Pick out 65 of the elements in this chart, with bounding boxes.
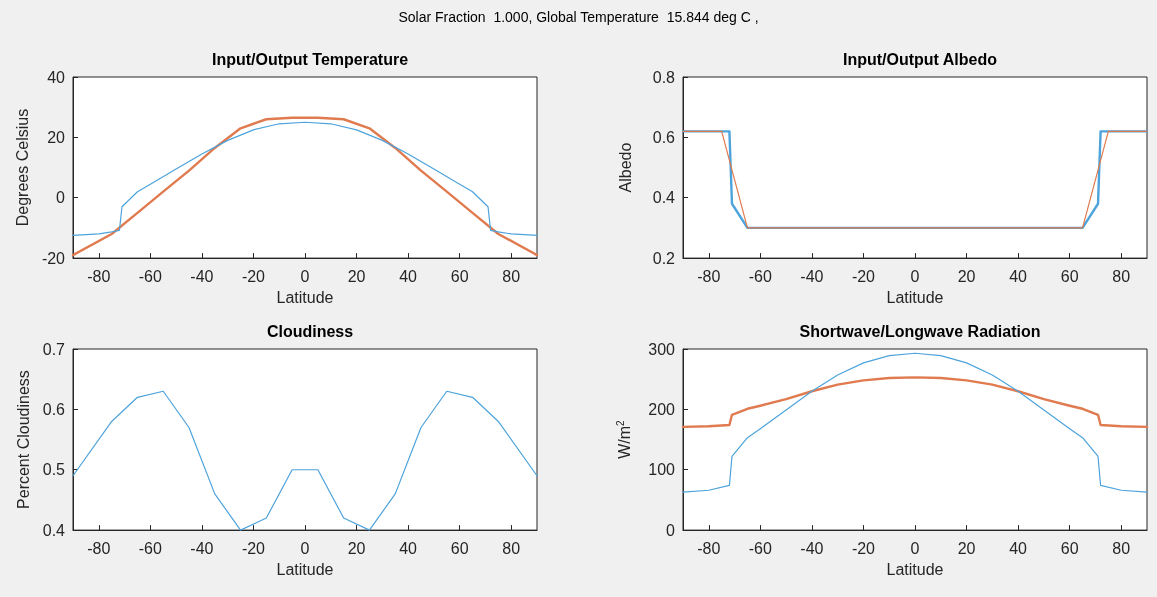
x-tick-label: 20 bbox=[957, 539, 976, 557]
x-tick-label: 80 bbox=[502, 539, 521, 557]
x-axis-title: Latitude bbox=[276, 288, 334, 306]
x-tick-label: -40 bbox=[190, 539, 214, 557]
x-tick-label: 20 bbox=[347, 539, 366, 557]
y-tick-label: 40 bbox=[47, 68, 66, 86]
text: Solar Fraction 1.000, Global Temperature 15.844 deg C , bbox=[397, 9, 760, 25]
x-tick-label: 0 bbox=[910, 267, 920, 285]
y-tick-label: 0.4 bbox=[652, 189, 676, 207]
x-tick-label: -20 bbox=[241, 267, 266, 285]
y-tick-label: 0.4 bbox=[42, 521, 66, 539]
y-tick-label: 0.7 bbox=[42, 340, 66, 358]
y-tick-label: 100 bbox=[648, 461, 676, 479]
chart-title: Input/Output Albedo bbox=[842, 50, 998, 68]
x-tick-label: 40 bbox=[399, 539, 418, 557]
y-axis-title: W/m2 bbox=[614, 419, 633, 459]
y-tick-label: 0 bbox=[666, 521, 676, 539]
x-tick-label: 80 bbox=[1112, 267, 1131, 285]
x-axis-title: Latitude bbox=[886, 560, 944, 578]
x-tick-label: -60 bbox=[138, 539, 162, 557]
x-tick-label: 60 bbox=[1060, 267, 1079, 285]
x-tick-label: -80 bbox=[87, 539, 111, 557]
y-axis-title: Albedo bbox=[616, 142, 634, 193]
x-tick-label: 20 bbox=[957, 267, 976, 285]
x-axis-title: Latitude bbox=[886, 288, 944, 306]
x-tick-label: 20 bbox=[347, 267, 366, 285]
y-tick-label: 0.6 bbox=[652, 128, 676, 146]
y-axis-title: Degrees Celsius bbox=[14, 108, 32, 227]
y-tick-label: 300 bbox=[648, 340, 676, 358]
chart-title: Input/Output Temperature bbox=[211, 50, 409, 68]
chart-title: Cloudiness bbox=[266, 322, 354, 340]
x-tick-label: 80 bbox=[1112, 539, 1131, 557]
y-axis-title: Percent Cloudiness bbox=[15, 370, 33, 509]
x-tick-label: -40 bbox=[800, 267, 824, 285]
x-tick-label: 60 bbox=[450, 539, 469, 557]
y-tick-label: 0 bbox=[56, 189, 66, 207]
chart-title: Shortwave/Longwave Radiation bbox=[799, 322, 1041, 340]
x-tick-label: 60 bbox=[1060, 539, 1079, 557]
x-tick-label: 0 bbox=[300, 539, 310, 557]
x-tick-label: -40 bbox=[190, 267, 214, 285]
y-tick-label: -20 bbox=[41, 249, 66, 267]
x-tick-label: -20 bbox=[851, 539, 876, 557]
y-tick-label: 0.2 bbox=[652, 249, 676, 267]
x-tick-label: -60 bbox=[748, 267, 772, 285]
x-tick-label: -60 bbox=[748, 539, 772, 557]
x-tick-label: -40 bbox=[800, 539, 824, 557]
x-tick-label: -20 bbox=[851, 267, 876, 285]
x-tick-label: 40 bbox=[1009, 267, 1028, 285]
y-tick-label: 0.5 bbox=[42, 461, 66, 479]
x-tick-label: 0 bbox=[910, 539, 920, 557]
x-tick-label: -80 bbox=[697, 539, 721, 557]
x-tick-label: -80 bbox=[87, 267, 111, 285]
x-tick-label: -20 bbox=[241, 539, 266, 557]
y-tick-label: 200 bbox=[648, 400, 676, 418]
y-tick-label: 20 bbox=[47, 128, 66, 146]
x-tick-label: 40 bbox=[399, 267, 418, 285]
x-tick-label: 60 bbox=[450, 267, 469, 285]
y-tick-label: 0.8 bbox=[652, 68, 676, 86]
y-tick-label: 0.6 bbox=[42, 400, 66, 418]
x-tick-label: 40 bbox=[1009, 539, 1028, 557]
x-tick-label: -80 bbox=[697, 267, 721, 285]
x-axis-title: Latitude bbox=[276, 560, 334, 578]
x-tick-label: 0 bbox=[300, 267, 310, 285]
x-tick-label: 80 bbox=[502, 267, 521, 285]
x-tick-label: -60 bbox=[138, 267, 162, 285]
